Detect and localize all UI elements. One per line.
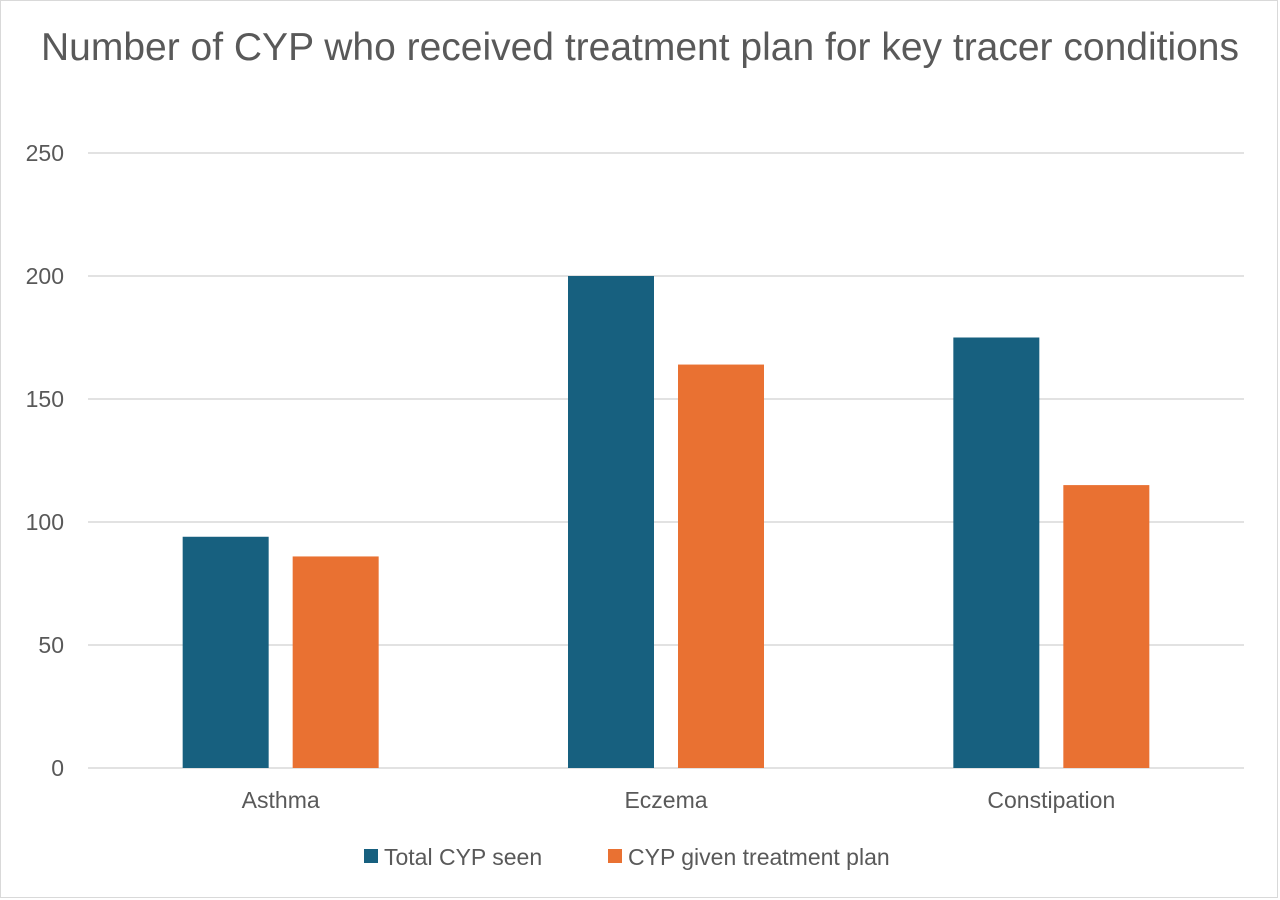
- y-axis-ticks: 0 50 100 150 200 250: [26, 140, 64, 781]
- legend-label-total-seen: Total CYP seen: [384, 844, 542, 870]
- legend-label-treatment-plan: CYP given treatment plan: [628, 844, 890, 870]
- x-category-label-asthma: Asthma: [242, 787, 320, 813]
- x-axis-labels: Asthma Eczema Constipation: [242, 787, 1116, 813]
- y-tick-label-50: 50: [38, 632, 64, 658]
- y-tick-label-0: 0: [51, 755, 64, 781]
- y-tick-label-250: 250: [26, 140, 64, 166]
- legend-swatch-total-seen: [364, 849, 378, 863]
- y-tick-label-200: 200: [26, 263, 64, 289]
- x-category-label-eczema: Eczema: [624, 787, 707, 813]
- gridlines: [88, 152, 1244, 769]
- chart-title: Number of CYP who received treatment pla…: [0, 24, 1280, 71]
- bar-asthma-total-seen: [182, 536, 269, 768]
- bar-constipation-treatment-plan: [1063, 485, 1150, 768]
- y-tick-label-100: 100: [26, 509, 64, 535]
- chart-title-text: Number of CYP who received treatment pla…: [40, 26, 1239, 69]
- bars: [182, 276, 1150, 768]
- legend: Total CYP seen CYP given treatment plan: [364, 844, 890, 870]
- legend-swatch-treatment-plan: [608, 849, 622, 863]
- y-tick-label-150: 150: [26, 386, 64, 412]
- bar-eczema-total-seen: [568, 276, 654, 768]
- x-category-label-constipation: Constipation: [987, 787, 1115, 813]
- bar-asthma-treatment-plan: [292, 556, 379, 768]
- bar-constipation-total-seen: [953, 337, 1040, 768]
- bar-eczema-treatment-plan: [678, 364, 764, 768]
